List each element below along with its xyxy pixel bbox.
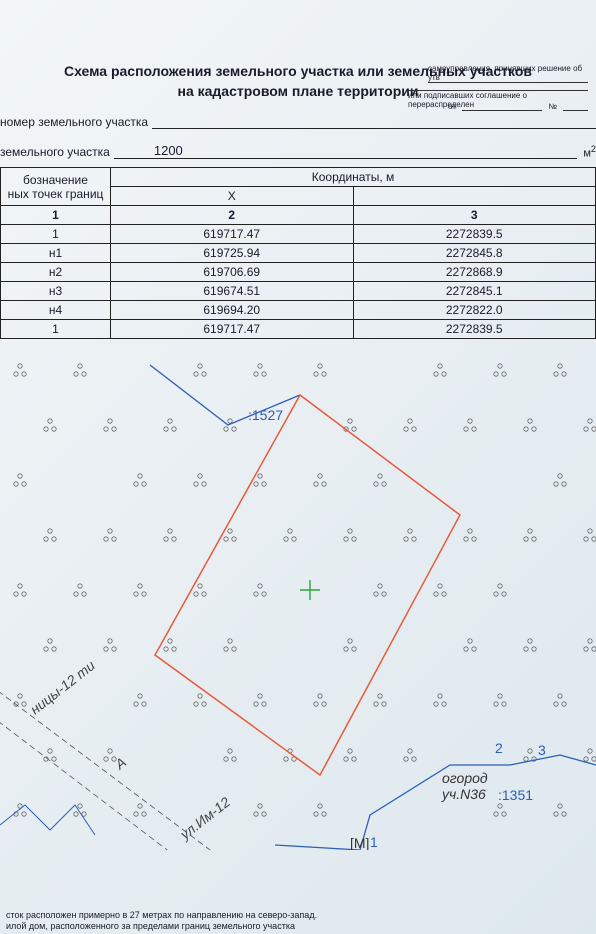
col-x: X (111, 187, 354, 206)
table-row: н2619706.692272868.9 (1, 263, 596, 282)
parcel-area-field: земельного участка 1200 м2 (0, 143, 596, 159)
header-date-no: от № (448, 102, 588, 111)
street-name: ул.Им-12 (176, 794, 233, 843)
col-points: бозначение ных точек границ (1, 168, 111, 206)
cadastral-diagram: :1527 :1351 огород уч.N36 2 3 1 [M] А ул… (0, 345, 596, 850)
from-label: от (448, 102, 456, 111)
street-side: ницы-12 ти (27, 657, 98, 717)
footer-note: сток расположен примерно в 27 метрах по … (6, 910, 590, 932)
coords-table: бозначение ных точек границ Координаты, … (0, 167, 596, 339)
area-label: земельного участка (0, 145, 110, 159)
ogorod-label: огород (442, 770, 488, 786)
area-value: 1200 (114, 143, 577, 159)
table-row: н1619725.942272845.8 (1, 244, 596, 263)
table-row: 1619717.472272839.5 (1, 320, 596, 339)
col-coords: Координаты, м (111, 168, 596, 187)
vertex-2: 2 (495, 740, 503, 756)
area-unit: м2 (583, 144, 596, 160)
m1-label: [M] (350, 835, 369, 850)
vertex-3: 3 (538, 742, 546, 758)
parcel-label-1527: :1527 (248, 407, 283, 423)
table-row: 1619717.472272839.5 (1, 225, 596, 244)
table-row: н4619694.202272822.0 (1, 301, 596, 320)
table-header-nums: 1 2 3 (1, 206, 596, 225)
header-authority: самоуправления, принявших решение об утв (428, 64, 588, 83)
vertex-1: 1 (370, 834, 378, 850)
no-label: № (548, 102, 557, 111)
uch-label: уч.N36 (441, 786, 486, 802)
parcel-label-1351: :1351 (498, 787, 533, 803)
parcel-number-field: номер земельного участка (0, 115, 596, 129)
table-row: н3619674.512272845.1 (1, 282, 596, 301)
num-label: номер земельного участка (0, 115, 148, 129)
col-y (353, 187, 596, 206)
